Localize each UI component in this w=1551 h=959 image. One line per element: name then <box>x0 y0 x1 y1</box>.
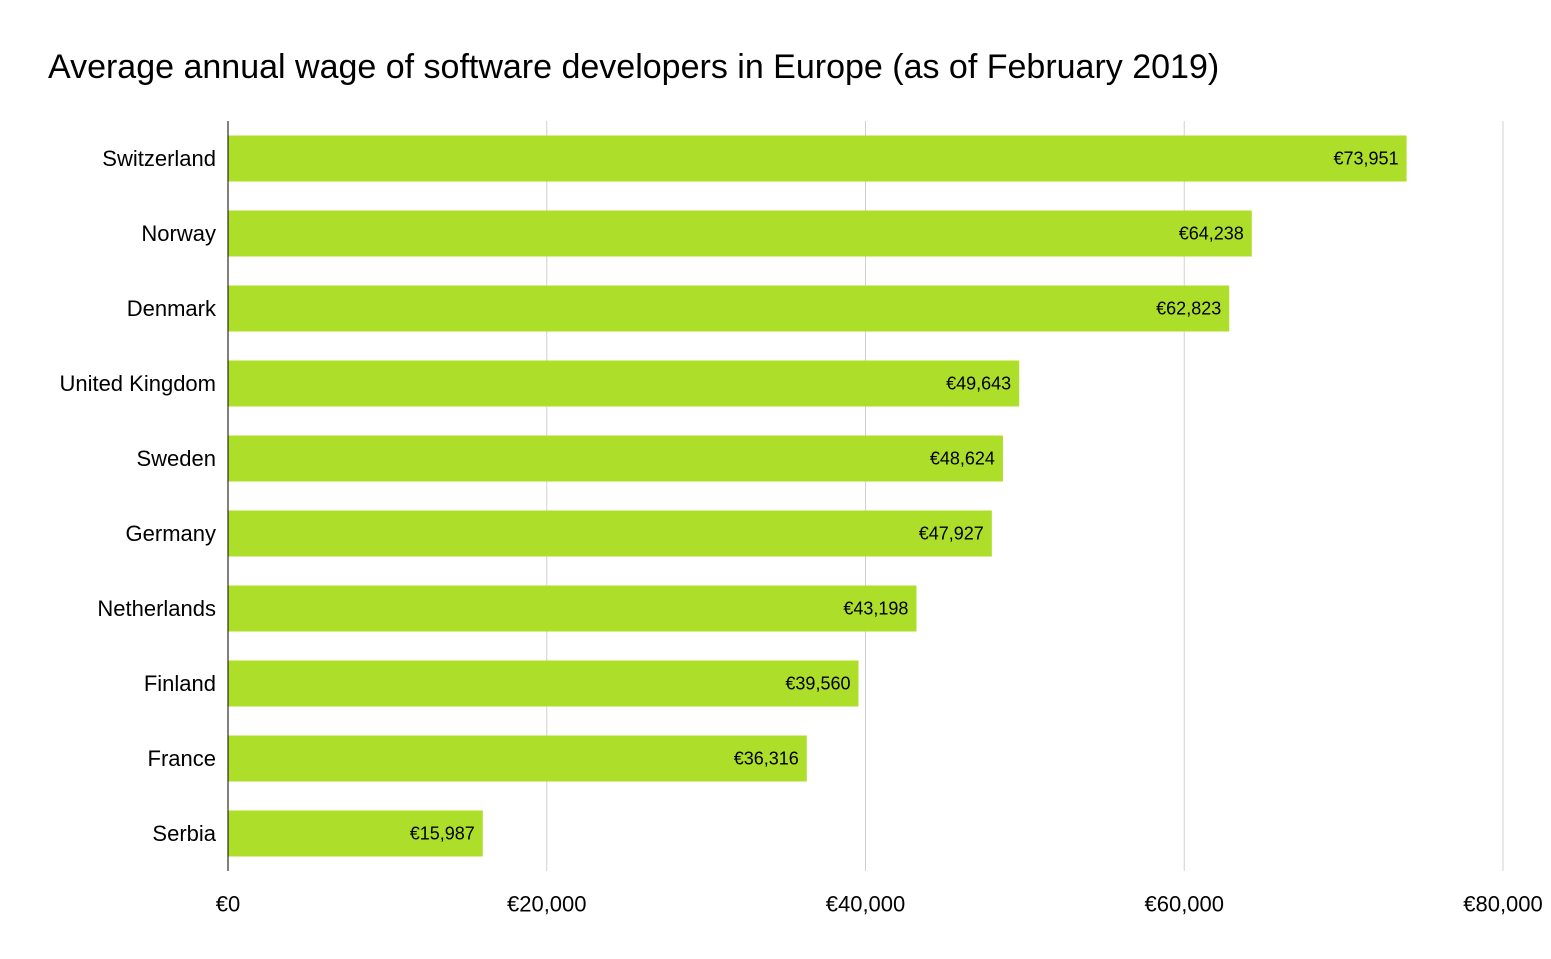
data-label: €15,987 <box>410 824 475 844</box>
data-label: €49,643 <box>946 374 1011 394</box>
bar-united-kingdom <box>228 360 1020 407</box>
x-tick-label: €60,000 <box>1144 892 1224 917</box>
data-label: €43,198 <box>843 599 908 619</box>
category-label: Norway <box>141 221 216 246</box>
data-label: €47,927 <box>919 524 984 544</box>
x-tick-label: €40,000 <box>826 892 906 917</box>
bar-finland <box>228 660 859 707</box>
bar-france <box>228 735 807 782</box>
category-label: Netherlands <box>97 596 216 621</box>
category-label: Sweden <box>136 446 216 471</box>
data-label: €48,624 <box>930 449 995 469</box>
category-label: Serbia <box>152 821 216 846</box>
category-label: Denmark <box>127 296 217 321</box>
x-tick-label: €80,000 <box>1463 892 1543 917</box>
data-label: €36,316 <box>734 749 799 769</box>
data-label: €62,823 <box>1156 299 1221 319</box>
bar-sweden <box>228 435 1003 482</box>
bar-denmark <box>228 285 1230 332</box>
x-tick-label: €0 <box>216 892 240 917</box>
data-label: €73,951 <box>1334 149 1399 169</box>
category-label: Finland <box>144 671 216 696</box>
bar-norway <box>228 210 1252 257</box>
data-label: €64,238 <box>1179 224 1244 244</box>
category-label: Switzerland <box>102 146 216 171</box>
bar-serbia <box>228 810 483 857</box>
category-label: Germany <box>126 521 216 546</box>
x-tick-label: €20,000 <box>507 892 587 917</box>
data-label: €39,560 <box>785 674 850 694</box>
chart-title: Average annual wage of software develope… <box>48 48 1220 86</box>
bar-netherlands <box>228 585 917 632</box>
bar-switzerland <box>228 135 1407 182</box>
category-label: France <box>148 746 216 771</box>
bar-germany <box>228 510 992 557</box>
category-label: United Kingdom <box>59 371 216 396</box>
